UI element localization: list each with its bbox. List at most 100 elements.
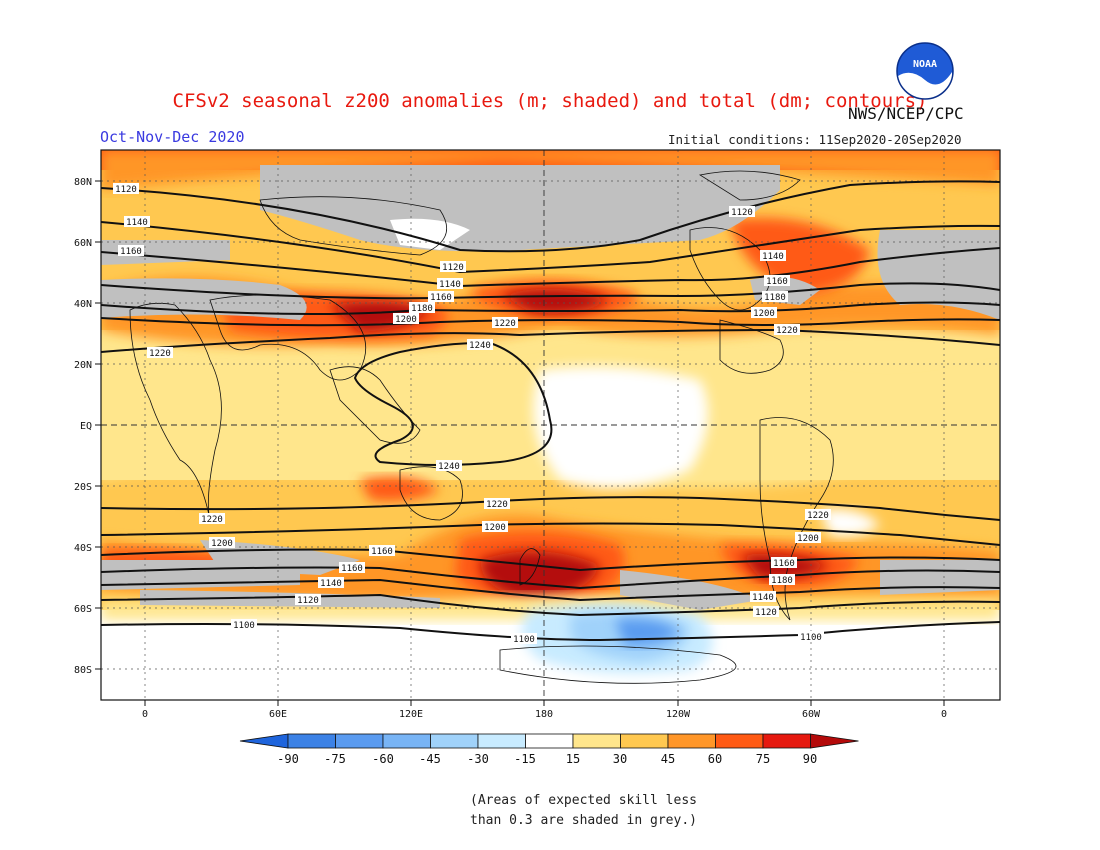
legend-label: 60: [707, 752, 723, 766]
contour-label: 1140: [437, 278, 463, 290]
lat-label: 40S: [74, 543, 92, 554]
contour-label: 1140: [750, 591, 776, 603]
map-title: CFSv2 seasonal z200 anomalies (m; shaded…: [172, 90, 928, 112]
svg-text:1120: 1120: [115, 185, 137, 195]
svg-text:1240: 1240: [469, 341, 491, 351]
svg-text:1120: 1120: [297, 596, 319, 606]
svg-text:1220: 1220: [807, 511, 829, 521]
contour-label: 1220: [147, 347, 173, 359]
svg-text:1220: 1220: [494, 319, 516, 329]
svg-text:1240: 1240: [438, 462, 460, 472]
lat-label: 20S: [74, 482, 92, 493]
legend-swatch: [335, 733, 384, 749]
lon-label: 0: [142, 709, 148, 720]
noaa-logo: NOAA: [896, 42, 954, 100]
svg-text:1100: 1100: [233, 621, 255, 631]
svg-text:1220: 1220: [201, 515, 223, 525]
svg-text:1140: 1140: [126, 218, 148, 228]
lon-label: 60E: [269, 709, 287, 720]
svg-text:1140: 1140: [752, 593, 774, 603]
legend-arrow-low: [239, 733, 289, 749]
height-contours: [101, 180, 1000, 642]
legend-swatch: [667, 733, 716, 749]
svg-text:1120: 1120: [731, 208, 753, 218]
lat-label: 20N: [74, 360, 92, 371]
latitude-labels: 80N 60N 40N 20N EQ 20S 40S 60S 80S: [74, 177, 92, 676]
contour-label: 1120: [113, 183, 139, 195]
contour-label: 1160: [428, 291, 454, 303]
legend-label: -75: [324, 752, 346, 766]
lon-label: 0: [941, 709, 947, 720]
svg-text:1200: 1200: [484, 523, 506, 533]
legend-swatch: [572, 733, 621, 749]
legend-label: -60: [372, 752, 394, 766]
contour-label: 1140: [318, 577, 344, 589]
svg-text:1200: 1200: [395, 315, 417, 325]
contour-label: 1220: [484, 498, 510, 510]
svg-text:1140: 1140: [320, 579, 342, 589]
lon-label: 120W: [666, 709, 691, 720]
contour-label: 1200: [795, 532, 821, 544]
legend-swatch: [477, 733, 526, 749]
contour-label: 1160: [118, 245, 144, 257]
svg-text:1220: 1220: [776, 326, 798, 336]
svg-text:1120: 1120: [442, 263, 464, 273]
legend-label: -15: [514, 752, 536, 766]
svg-text:1220: 1220: [486, 500, 508, 510]
contour-label: 1200: [482, 521, 508, 533]
svg-text:1160: 1160: [773, 559, 795, 569]
contour-label: 1180: [409, 302, 435, 314]
contour-label: 1120: [295, 594, 321, 606]
svg-text:1120: 1120: [755, 608, 777, 618]
contour-labels: 1120 1120 1120 1140 1140 1140 1160 1160 …: [113, 183, 831, 645]
legend-swatch: [620, 733, 669, 749]
contour-label: 1160: [339, 562, 365, 574]
footnote: (Areas of expected skill less than 0.3 a…: [470, 791, 730, 831]
lat-label: 60S: [74, 604, 92, 615]
contour-label: 1140: [124, 216, 150, 228]
lon-label: 60W: [802, 709, 821, 720]
legend-swatch: [525, 733, 574, 749]
legend-swatch: [382, 733, 431, 749]
legend-label: 75: [755, 752, 771, 766]
season-label: Oct-Nov-Dec 2020: [100, 128, 245, 146]
legend-swatch: [762, 733, 811, 749]
contour-label: 1100: [798, 631, 824, 643]
svg-text:1180: 1180: [411, 304, 433, 314]
svg-text:1160: 1160: [766, 277, 788, 287]
contour-label: 1120: [729, 206, 755, 218]
contour-label: 1180: [762, 291, 788, 303]
svg-text:1100: 1100: [800, 633, 822, 643]
longitude-labels: 0 60E 120E 180 120W 60W 0: [142, 709, 947, 720]
contour-label: 1220: [774, 324, 800, 336]
axis-ticks: [95, 180, 945, 706]
legend-swatch: [430, 733, 479, 749]
legend-label: -45: [419, 752, 441, 766]
svg-text:1200: 1200: [211, 539, 233, 549]
agency-label: NWS/NCEP/CPC: [848, 104, 964, 123]
contour-label: 1220: [492, 317, 518, 329]
contour-label: 1120: [440, 261, 466, 273]
contour-label: 1120: [753, 606, 779, 618]
legend-label: 90: [802, 752, 818, 766]
lon-label: 180: [535, 709, 553, 720]
legend-swatch: [715, 733, 764, 749]
contour-label: 1220: [805, 509, 831, 521]
lat-label: 60N: [74, 238, 92, 249]
legend-swatch: [287, 733, 336, 749]
svg-text:1140: 1140: [439, 280, 461, 290]
footnote-line: (Areas of expected skill less: [470, 793, 697, 808]
contour-label: 1200: [751, 307, 777, 319]
contour-label: 1240: [436, 460, 462, 472]
contour-label: 1140: [760, 250, 786, 262]
svg-text:1160: 1160: [371, 547, 393, 557]
svg-text:1160: 1160: [120, 247, 142, 257]
svg-text:1180: 1180: [771, 576, 793, 586]
lon-label: 120E: [399, 709, 423, 720]
contour-label: 1180: [769, 574, 795, 586]
legend-label: -90: [277, 752, 299, 766]
initial-conditions-label: Initial conditions: 11Sep2020-20Sep2020: [668, 132, 962, 147]
svg-text:1200: 1200: [797, 534, 819, 544]
lat-label: 40N: [74, 299, 92, 310]
